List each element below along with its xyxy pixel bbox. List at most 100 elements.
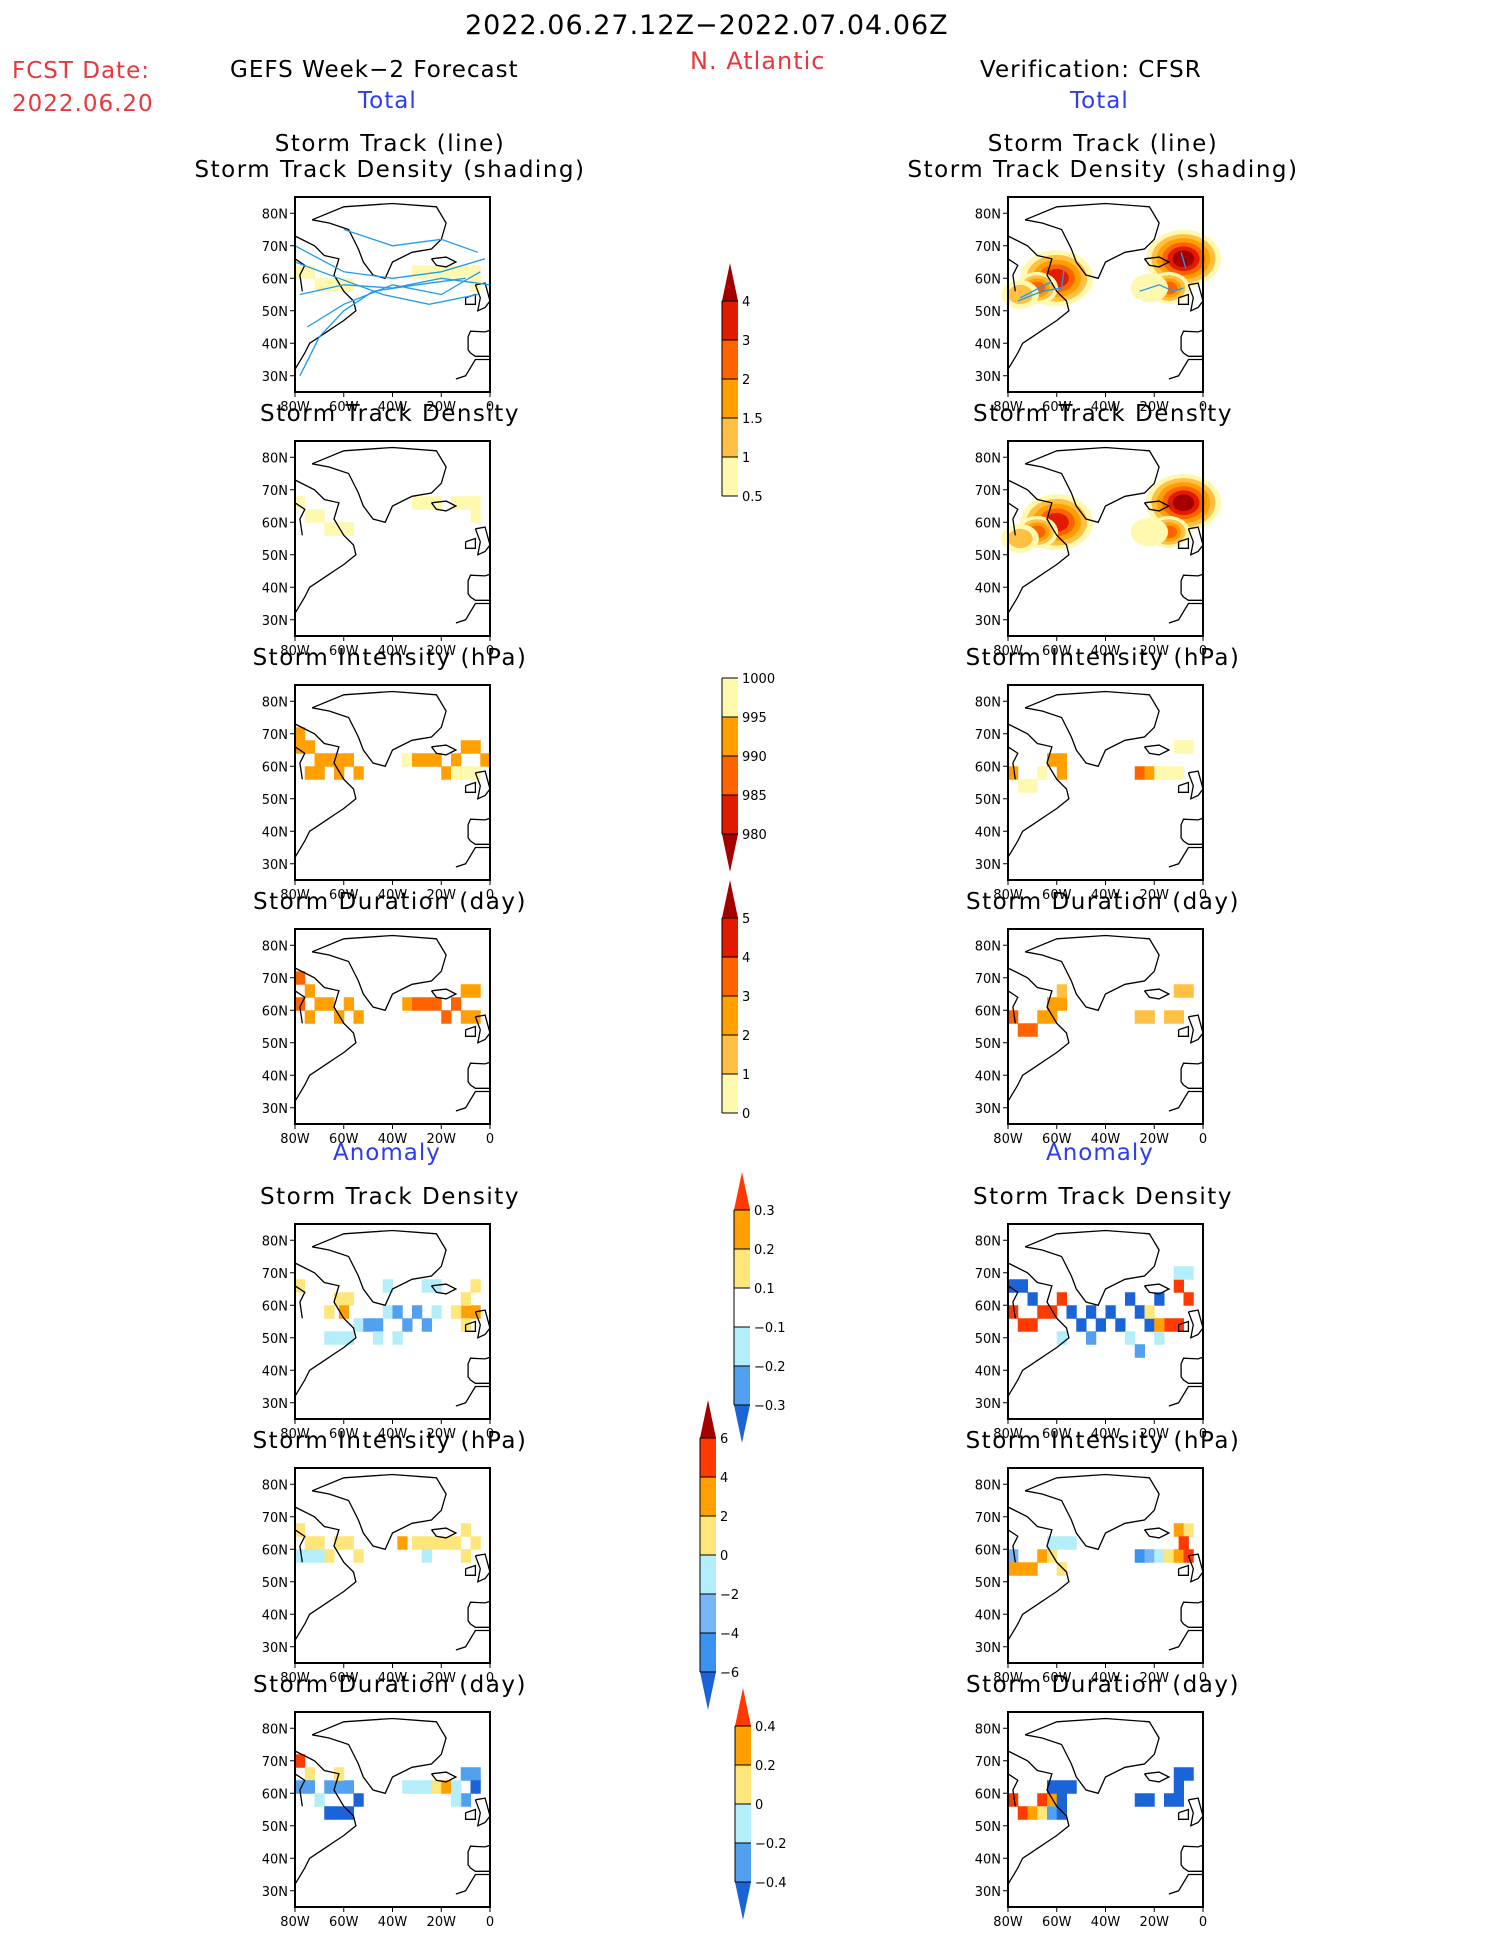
colorbar-over-triangle xyxy=(700,1400,716,1438)
grid-cell xyxy=(334,278,345,292)
lon-tick-label: 20W xyxy=(427,644,457,659)
grid-cell xyxy=(397,1536,408,1550)
grid-cell xyxy=(304,1536,315,1550)
lat-tick-label: 40N xyxy=(262,1852,288,1867)
storm-track-line xyxy=(1017,268,1065,302)
grid-cell xyxy=(1047,1536,1058,1550)
coastline xyxy=(1177,781,1190,793)
colorbar-label: 5 xyxy=(742,912,750,927)
colorbar-segment xyxy=(735,1765,751,1804)
density-blob xyxy=(1007,284,1033,305)
lat-tick-label: 30N xyxy=(262,614,288,629)
coastline xyxy=(474,770,491,800)
grid-cell xyxy=(1134,766,1145,780)
coastline xyxy=(294,258,306,292)
grid-cell xyxy=(402,1780,413,1794)
colorbar-segment xyxy=(734,1249,750,1288)
coastline xyxy=(294,502,306,536)
grid-cell xyxy=(1134,1010,1145,1024)
map-panel-vf-duration: 80N 70N 60N 50N 40N 30N 80W 60W 40W 20W 0 xyxy=(953,925,1213,1147)
grid-cell xyxy=(1173,984,1184,998)
lon-tick-label: 60W xyxy=(329,644,359,659)
grid-cell xyxy=(1183,1767,1194,1781)
colorbar-under-triangle xyxy=(734,1405,750,1443)
lon-tick-label: 20W xyxy=(1140,888,1170,903)
colorbar-label: 6 xyxy=(720,1432,728,1447)
grid-cell xyxy=(1173,1793,1184,1807)
coastline xyxy=(1180,329,1204,357)
colorbar-segment xyxy=(722,457,738,496)
coastline xyxy=(455,1090,490,1112)
map-panel-vf-track: 80N 70N 60N 50N 40N 30N 80W 60W 40W 20W 0 xyxy=(953,193,1221,415)
colorbar-label: 0.3 xyxy=(754,1204,775,1219)
colorbar-segment xyxy=(735,1726,751,1765)
colorbar-label: 980 xyxy=(742,828,767,843)
grid-cell xyxy=(1008,1793,1019,1807)
grid-cell xyxy=(295,997,306,1011)
lat-tick-label: 40N xyxy=(262,825,288,840)
grid-cell xyxy=(343,1806,354,1820)
grid-cell xyxy=(1164,1793,1175,1807)
grid-cell xyxy=(343,1536,354,1550)
coastline xyxy=(1007,1506,1070,1641)
lon-tick-label: 0 xyxy=(486,644,494,659)
coastline xyxy=(1180,1061,1204,1089)
grid-cell xyxy=(295,971,306,985)
lat-tick-label: 50N xyxy=(975,305,1001,320)
lat-tick-label: 70N xyxy=(262,728,288,743)
grid-cell xyxy=(1144,1793,1155,1807)
grid-cell xyxy=(451,753,462,767)
grid-cell xyxy=(1037,766,1048,780)
map-svg: 80N 70N 60N 50N 40N 30N 80W 60W 40W 20W 0 xyxy=(262,196,494,415)
grid-cell xyxy=(451,496,462,510)
grid-cell xyxy=(304,1010,315,1024)
plot-frame xyxy=(294,928,491,1125)
colorbar-label: 1.5 xyxy=(742,412,763,427)
grid-cell xyxy=(295,1523,306,1537)
coastline xyxy=(1007,967,1070,1102)
colorbar-svg: 0.4 0.2 0 −0.2 −0.4 xyxy=(734,1688,787,1920)
grid-cell xyxy=(334,1010,345,1024)
grid-cell xyxy=(324,1780,335,1794)
coastline xyxy=(467,1061,491,1089)
colorbar-segment xyxy=(722,918,738,957)
grid-cell xyxy=(1056,753,1067,767)
grid-cell xyxy=(1008,1010,1019,1024)
coastline xyxy=(1187,1014,1204,1044)
lat-tick-label: 50N xyxy=(975,1576,1001,1591)
lat-tick-label: 60N xyxy=(975,1543,1001,1558)
colorbar-segment xyxy=(700,1516,716,1555)
grid-cell xyxy=(412,753,423,767)
coastline xyxy=(1007,1262,1070,1397)
lat-tick-label: 80N xyxy=(975,451,1001,466)
grid-cell xyxy=(1017,779,1028,793)
lon-tick-label: 80W xyxy=(280,1132,310,1147)
coastline xyxy=(430,988,458,1000)
grid-cell xyxy=(431,753,442,767)
grid-cell xyxy=(1017,1318,1028,1332)
grid-cell xyxy=(1008,1549,1019,1563)
lon-tick-label: 0 xyxy=(1199,1132,1207,1147)
grid-cell xyxy=(1027,1806,1038,1820)
grid-cell xyxy=(304,265,315,279)
grid-cell xyxy=(1008,766,1019,780)
coastline xyxy=(1143,988,1171,1000)
panel-title-line1: Storm Track (line) xyxy=(987,131,1219,157)
grid-cell xyxy=(343,753,354,767)
coastline xyxy=(294,723,357,858)
panel-title-fc-intensity-anom: Storm Intensity (hPa) xyxy=(252,1428,528,1454)
lat-tick-label: 80N xyxy=(975,1234,1001,1249)
coastline xyxy=(1143,744,1171,756)
lat-tick-label: 60N xyxy=(262,1543,288,1558)
colorbar-segment xyxy=(722,756,738,795)
grid-cell xyxy=(460,1292,471,1306)
colorbar-segment xyxy=(700,1594,716,1633)
grid-cell xyxy=(295,740,306,754)
coastline xyxy=(1024,690,1160,768)
grid-cell xyxy=(431,496,442,510)
lat-tick-label: 70N xyxy=(262,1755,288,1770)
colorbar-label: 1000 xyxy=(742,672,775,687)
lat-tick-label: 70N xyxy=(262,1511,288,1526)
lat-tick-label: 80N xyxy=(975,939,1001,954)
grid-cell xyxy=(1037,1806,1048,1820)
